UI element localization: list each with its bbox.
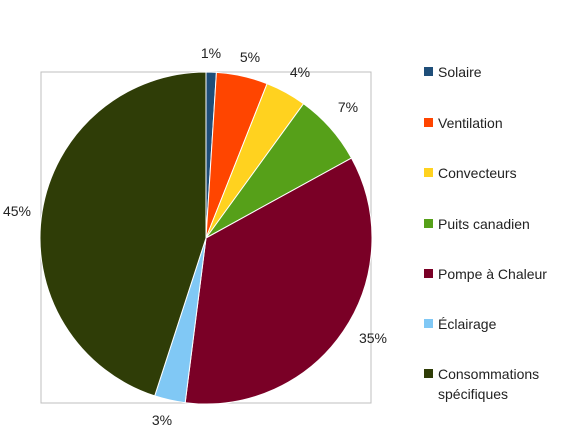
pie-slices (39, 71, 373, 405)
data-label-ventilation: 5% (240, 49, 260, 65)
legend-swatch-convecteurs (424, 168, 433, 177)
legend-label-solaire: Solaire (438, 64, 482, 80)
legend-swatch-ventilation (424, 118, 433, 127)
legend-item-consommations-specifiques: Consommations spécifiques (424, 364, 574, 404)
legend-swatch-eclairage (424, 319, 433, 328)
pie-slice-consommations-specifiques (39, 71, 207, 397)
pie-slice-pompe-a-chaleur (184, 157, 373, 405)
legend-swatch-pompe-a-chaleur (424, 269, 433, 278)
data-label-solaire: 1% (201, 45, 221, 61)
legend-label-convecteurs: Convecteurs (438, 165, 517, 181)
legend-label-consommations-specifiques: Consommations spécifiques (438, 366, 540, 402)
legend-label-ventilation: Ventilation (438, 115, 503, 131)
legend-item-convecteurs: Convecteurs (424, 163, 574, 183)
data-label-convecteurs: 4% (290, 64, 310, 80)
legend-item-puits-canadien: Puits canadien (424, 214, 574, 234)
legend-label-pompe-a-chaleur: Pompe à Chaleur (438, 266, 547, 282)
pie-data-labels: 1% 5% 4% 7% 35% 3% 45% (3, 45, 387, 428)
legend-item-eclairage: Éclairage (424, 314, 574, 334)
legend-swatch-consommations-specifiques (424, 369, 433, 378)
legend-item-solaire: Solaire (424, 62, 574, 82)
legend-swatch-solaire (424, 67, 433, 76)
legend-label-eclairage: Éclairage (438, 316, 497, 332)
data-label-puits-canadien: 7% (338, 99, 358, 115)
legend-swatch-puits-canadien (424, 219, 433, 228)
legend-label-puits-canadien: Puits canadien (438, 216, 530, 232)
data-label-consommations-specifiques: 45% (3, 203, 31, 219)
data-label-pompe-a-chaleur: 35% (359, 330, 387, 346)
data-label-eclairage: 3% (152, 412, 172, 428)
legend-item-pompe-a-chaleur: Pompe à Chaleur (424, 264, 574, 284)
legend-item-ventilation: Ventilation (424, 113, 574, 133)
